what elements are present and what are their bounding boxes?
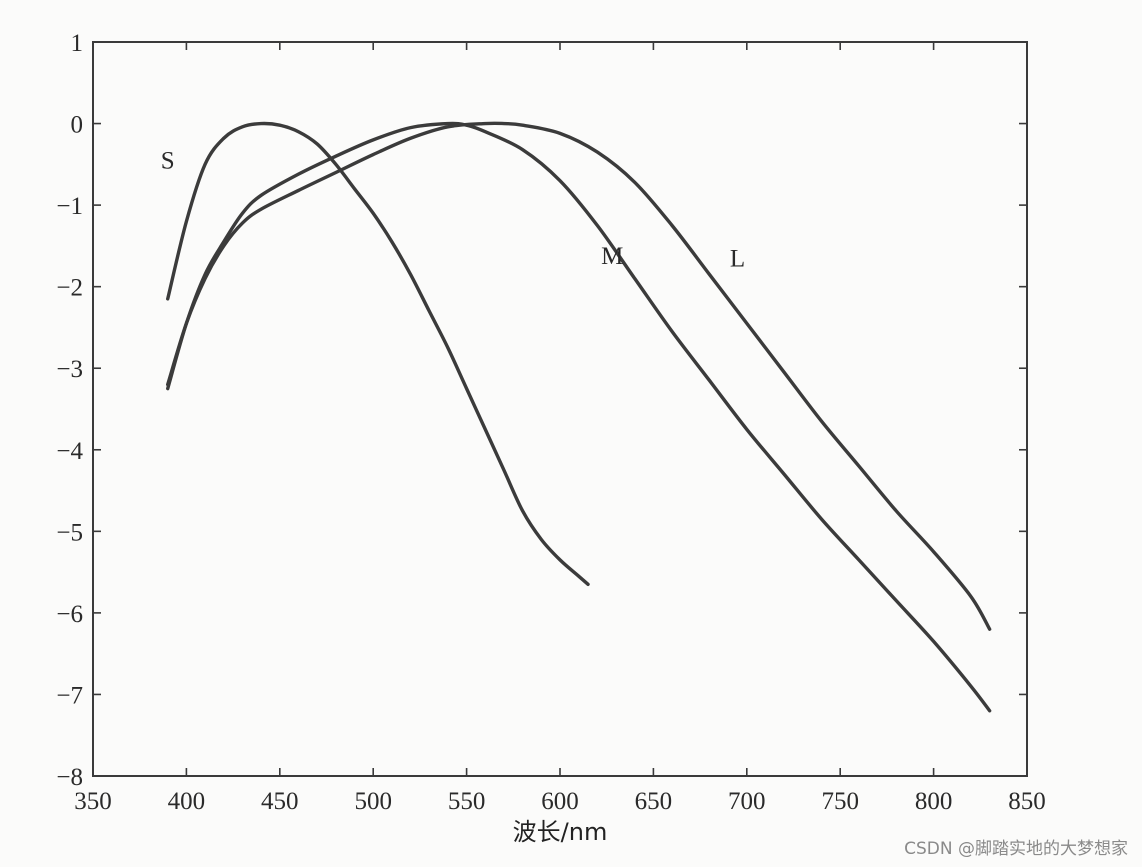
x-axis-label: 波长/nm [513, 818, 608, 846]
series-label-m: M [601, 243, 623, 270]
series-label-l: L [730, 245, 745, 272]
x-tick-label-5: 600 [541, 788, 579, 815]
curve-l [166, 121, 992, 631]
y-tick-label-2: −1 [56, 193, 83, 220]
plot-frame [92, 41, 1028, 777]
y-tick-label-6: −5 [56, 519, 83, 546]
x-tick-label-9: 800 [915, 788, 953, 815]
x-tick-label-2: 450 [261, 788, 299, 815]
x-tick-label-10: 850 [1008, 788, 1046, 815]
y-tick-labels: 1 0 −1 −2 −3 −4 −5 −6 −7 −8 [56, 30, 83, 791]
series-label-s: S [161, 147, 175, 174]
axis-ticks [92, 41, 1028, 777]
x-tick-label-3: 500 [354, 788, 392, 815]
x-tick-label-7: 700 [728, 788, 766, 815]
series-labels: S M L [161, 147, 745, 272]
y-tick-label-7: −6 [56, 601, 83, 628]
curve-m [166, 121, 992, 713]
y-tick-label-9: −8 [56, 764, 83, 791]
curves [166, 121, 992, 713]
y-tick-label-0: 1 [71, 30, 84, 57]
y-tick-label-1: 0 [71, 112, 84, 139]
x-tick-label-4: 550 [448, 788, 486, 815]
x-tick-label-6: 650 [635, 788, 673, 815]
y-tick-label-3: −2 [56, 275, 83, 302]
x-tick-label-0: 350 [74, 788, 112, 815]
y-tick-label-5: −4 [56, 438, 83, 465]
x-tick-label-8: 750 [821, 788, 859, 815]
curve-s [166, 121, 590, 587]
x-tick-labels: 350 400 450 500 550 600 650 700 750 800 850 [74, 788, 1046, 815]
y-tick-label-4: −3 [56, 356, 83, 383]
y-tick-label-8: −7 [56, 682, 83, 709]
watermark: CSDN @脚踏实地的大梦想家 [904, 839, 1128, 859]
x-tick-label-1: 400 [168, 788, 206, 815]
